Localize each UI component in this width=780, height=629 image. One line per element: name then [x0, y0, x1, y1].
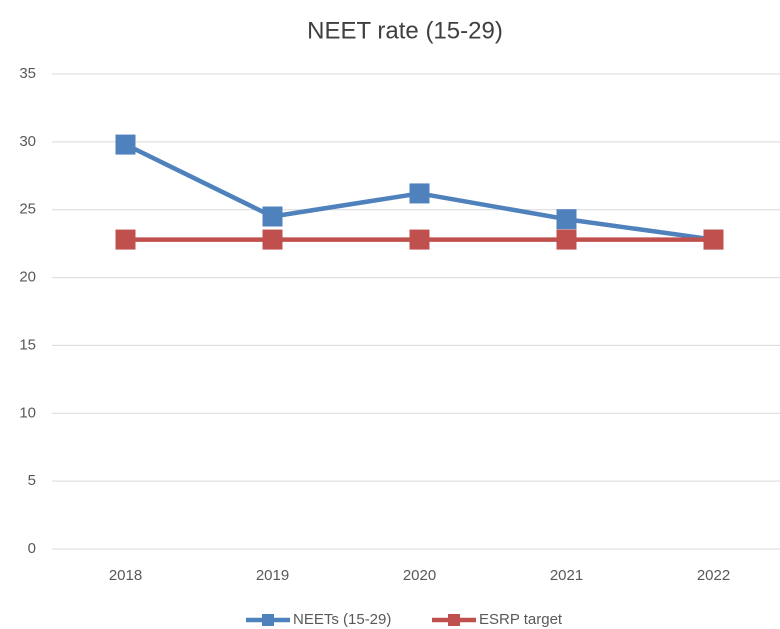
chart-title: NEET rate (15-29)	[307, 17, 503, 44]
y-tick-label: 25	[19, 201, 36, 218]
legend-marker	[448, 614, 460, 626]
y-tick-label: 30	[19, 133, 36, 150]
y-tick-label: 10	[19, 404, 36, 421]
x-tick-label: 2020	[403, 567, 436, 584]
marker	[115, 134, 136, 155]
legend-label: NEETs (15-29)	[293, 611, 391, 628]
legend-label: ESRP target	[479, 611, 563, 628]
marker	[409, 229, 430, 250]
x-tick-label: 2021	[550, 567, 583, 584]
y-tick-label: 0	[28, 540, 36, 557]
marker	[703, 229, 724, 250]
y-tick-label: 35	[19, 65, 36, 82]
marker	[262, 229, 283, 250]
x-tick-label: 2019	[256, 567, 289, 584]
marker	[262, 206, 283, 227]
marker	[409, 183, 430, 204]
x-tick-label: 2022	[697, 567, 730, 584]
x-tick-label: 2018	[109, 567, 142, 584]
legend-marker	[262, 614, 274, 626]
marker	[115, 229, 136, 250]
y-tick-label: 5	[28, 472, 36, 489]
marker	[556, 229, 577, 250]
y-tick-label: 20	[19, 269, 36, 286]
marker	[556, 209, 577, 230]
y-tick-label: 15	[19, 336, 36, 353]
